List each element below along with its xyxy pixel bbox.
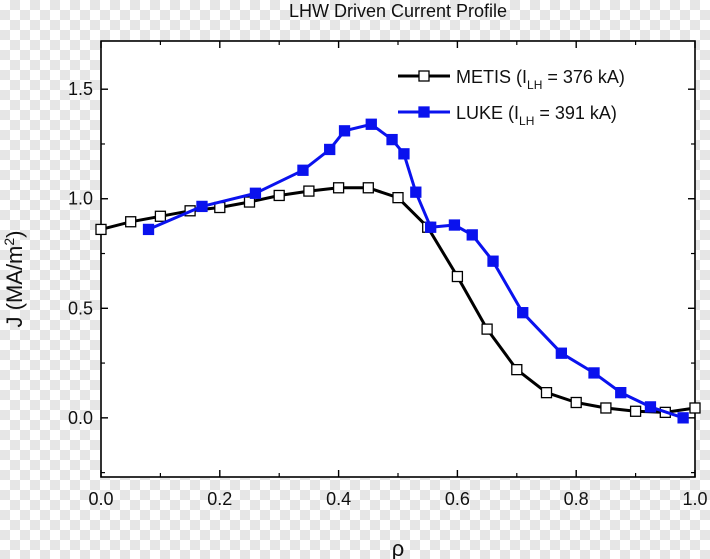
legend-swatch-marker	[418, 70, 430, 82]
legend-current-value: = 376 kA)	[542, 67, 625, 87]
x-tick-label: 0.8	[564, 489, 589, 509]
data-point-luke	[365, 118, 377, 130]
data-point-metis	[540, 386, 553, 399]
legend-current-prefix: (I	[508, 103, 519, 123]
data-point-metis	[243, 196, 256, 208]
data-point-luke	[487, 255, 499, 267]
legend-label: METIS (ILH = 376 kA)	[456, 67, 625, 92]
legend-item-luke: LUKE (ILH = 391 kA)	[398, 103, 617, 128]
y-axis-title-superscript: 2	[1, 238, 17, 246]
data-point-luke	[555, 347, 567, 359]
y-tick-label: 1.5	[68, 79, 93, 99]
legend-series-name: METIS	[456, 67, 516, 87]
plot-area	[100, 40, 696, 478]
y-tick-label: 0.5	[68, 298, 93, 318]
data-point-luke	[448, 219, 461, 231]
x-tick-label: 1.0	[682, 489, 707, 509]
data-point-luke	[324, 143, 336, 156]
legend-current-subscript: LH	[527, 78, 542, 92]
legend-current-value: = 391 kA)	[534, 103, 617, 123]
legend-item-metis: METIS (ILH = 376 kA)	[398, 67, 625, 92]
data-point-luke	[425, 221, 437, 233]
series-luke	[142, 118, 689, 424]
x-tick-label: 0.0	[88, 489, 113, 509]
x-tick-label: 0.2	[207, 489, 232, 509]
x-tick-label: 0.4	[326, 489, 351, 509]
data-point-luke	[196, 200, 208, 213]
data-point-luke	[410, 186, 422, 198]
data-point-metis	[392, 192, 404, 204]
axis-tick-labels: 0.0 0.2 0.4 0.6 0.8 1.0 0.0 0.5 1.0 1.5	[68, 79, 708, 509]
y-axis-title: J (MA/m2)	[1, 230, 27, 327]
data-point-metis	[451, 270, 464, 283]
data-point-luke	[615, 386, 627, 399]
data-point-metis	[481, 323, 493, 335]
legend-label: LUKE (ILH = 391 kA)	[456, 103, 617, 128]
data-point-metis	[125, 216, 137, 228]
data-point-metis	[303, 185, 315, 197]
data-point-metis	[332, 182, 345, 194]
data-point-metis	[629, 405, 642, 417]
y-axis-title-close: )	[2, 230, 27, 237]
data-point-metis	[511, 363, 523, 376]
data-point-luke	[466, 229, 478, 241]
data-point-luke	[338, 125, 351, 137]
x-axis-title: ρ	[392, 536, 405, 559]
data-point-luke	[249, 187, 262, 199]
series-layer	[95, 118, 701, 424]
data-point-metis	[689, 402, 701, 414]
data-point-luke	[677, 412, 689, 424]
x-tick-label: 0.6	[445, 489, 470, 509]
legend-current-subscript: LH	[519, 114, 534, 128]
data-point-metis	[273, 189, 285, 202]
legend-series-name: LUKE	[456, 103, 508, 123]
data-point-metis	[95, 223, 107, 236]
y-tick-label: 0.0	[68, 408, 93, 428]
data-point-luke	[588, 367, 600, 379]
data-point-luke	[398, 148, 410, 160]
data-point-metis	[154, 210, 167, 222]
chart-title: LHW Driven Current Profile	[289, 1, 507, 21]
axis-ticks	[100, 41, 696, 477]
data-point-luke	[386, 133, 398, 146]
y-tick-label: 1.0	[68, 189, 93, 209]
y-axis-title-text: J (MA/m	[2, 246, 27, 328]
data-point-luke	[644, 401, 657, 413]
data-point-luke	[142, 223, 155, 236]
data-point-luke	[517, 307, 529, 319]
legend-current-prefix: (I	[516, 67, 527, 87]
legend-swatch-marker	[418, 106, 430, 118]
data-point-luke	[297, 164, 309, 176]
data-point-metis	[600, 402, 612, 414]
data-point-metis	[570, 396, 582, 409]
data-point-metis	[362, 182, 374, 194]
legend: METIS (ILH = 376 kA)LUKE (ILH = 391 kA)	[398, 67, 625, 128]
